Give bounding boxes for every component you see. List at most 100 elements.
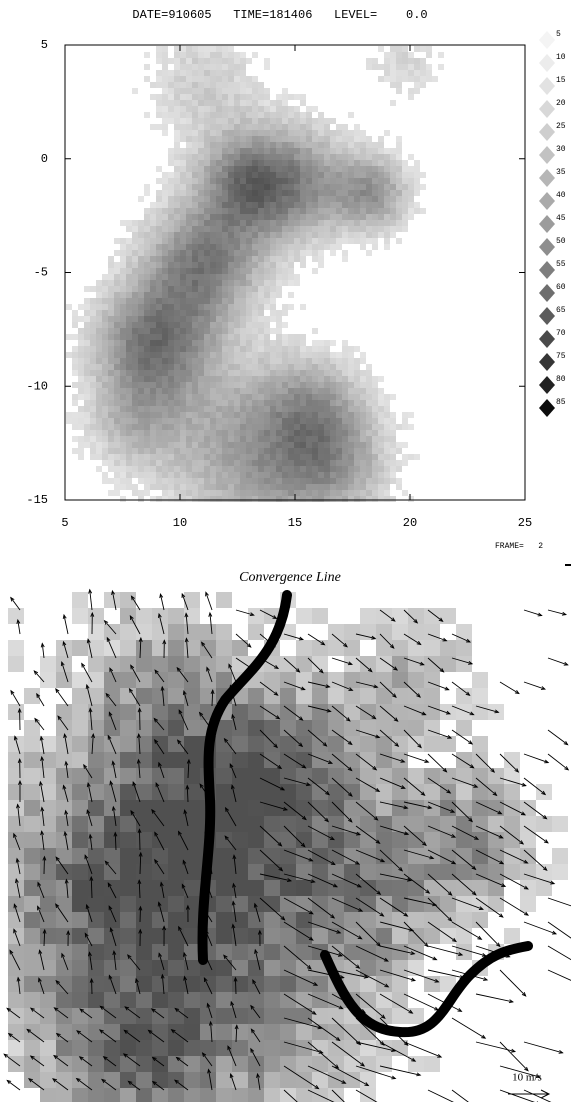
field-cell [300,220,306,226]
field-cell [402,226,408,232]
field-cell [312,172,318,178]
field-cell [324,184,330,190]
field-cell [348,178,354,184]
field-cell [240,52,246,58]
field-cell [354,238,360,244]
field-cell [270,196,276,202]
field-cell [228,148,234,154]
field-cell [252,76,258,82]
field-cell [246,346,252,352]
field-cell [348,430,354,436]
field-cell [162,238,168,244]
field-cell [102,358,108,364]
field-cell [192,112,198,118]
field-cell [396,76,402,82]
colorbar-swatch [539,399,555,417]
field-cell [366,370,372,376]
field-cell [378,154,384,160]
field-cell [288,454,294,460]
field-cell [228,316,234,322]
field-cell [424,912,440,928]
field-cell [168,232,174,238]
field-cell [198,340,204,346]
field-cell [276,118,282,124]
field-cell [168,448,174,454]
field-cell [294,124,300,130]
field-cell [168,376,174,382]
field-cell [174,358,180,364]
field-cell [84,346,90,352]
field-cell [186,64,192,70]
field-cell [408,896,424,912]
field-cell [318,352,324,358]
field-cell [366,496,372,502]
field-cell [258,154,264,160]
field-cell [210,316,216,322]
field-cell [252,292,258,298]
field-cell [144,436,150,442]
field-cell [152,656,168,672]
field-cell [424,656,440,672]
field-cell [282,478,288,484]
field-cell [84,382,90,388]
field-cell [40,656,56,672]
field-cell [264,232,270,238]
field-cell [288,208,294,214]
field-cell [174,166,180,172]
field-cell [328,720,344,736]
field-cell [288,280,294,286]
field-cell [348,364,354,370]
field-cell [282,394,288,400]
field-cell [300,448,306,454]
field-cell [252,202,258,208]
field-cell [324,346,330,352]
field-cell [390,46,396,52]
field-cell [336,376,342,382]
field-cell [384,208,390,214]
field-cell [252,478,258,484]
field-cell [180,226,186,232]
field-cell [150,442,156,448]
field-cell [246,292,252,298]
field-cell [240,268,246,274]
field-cell [174,316,180,322]
field-cell [216,376,222,382]
field-cell [366,472,372,478]
field-cell [366,376,372,382]
field-cell [174,64,180,70]
field-cell [294,226,300,232]
field-cell [186,424,192,430]
field-cell [192,418,198,424]
field-cell [258,466,264,472]
field-cell [276,478,282,484]
field-cell [330,358,336,364]
field-cell [424,736,440,752]
field-cell [240,274,246,280]
field-cell [282,262,288,268]
field-cell [120,976,136,992]
field-cell [360,190,366,196]
field-cell [312,256,318,262]
field-cell [282,424,288,430]
field-cell [216,816,232,832]
field-cell [344,720,360,736]
field-cell [204,238,210,244]
field-cell [384,418,390,424]
field-cell [156,394,162,400]
field-cell [168,418,174,424]
field-cell [390,412,396,418]
field-cell [144,460,150,466]
field-cell [150,484,156,490]
field-cell [336,412,342,418]
field-cell [102,364,108,370]
field-cell [294,382,300,388]
field-cell [150,268,156,274]
field-cell [162,64,168,70]
field-cell [180,298,186,304]
field-cell [258,136,264,142]
field-cell [264,238,270,244]
field-cell [324,154,330,160]
field-cell [168,214,174,220]
field-cell [312,1088,328,1102]
field-cell [294,400,300,406]
